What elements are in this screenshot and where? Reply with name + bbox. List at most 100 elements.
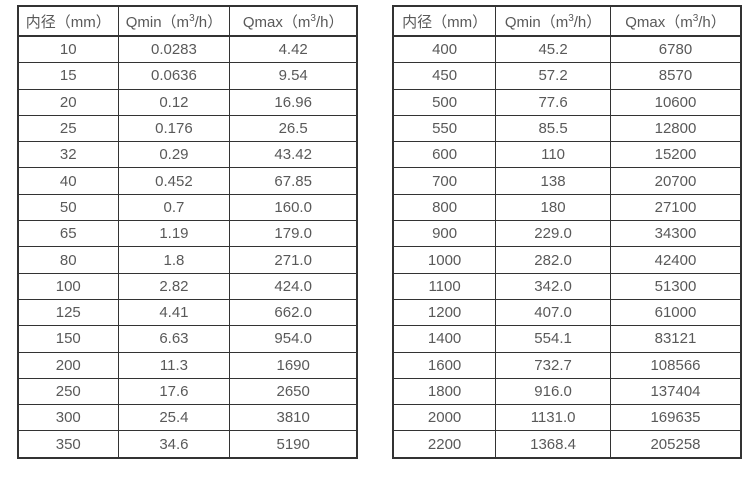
table-row: 400 45.2 6780	[392, 35, 742, 64]
table-cell: 350	[17, 430, 119, 459]
table-cell: 137404	[609, 377, 742, 406]
table-cell: 169635	[609, 404, 742, 432]
table-cell: 12800	[609, 114, 742, 143]
column-header: 内径（mm）	[17, 5, 119, 37]
table-cell: 0.452	[117, 167, 231, 195]
table-cell: 100	[17, 272, 119, 300]
table-cell: 250	[17, 377, 119, 406]
table-row: 800 180 27100	[392, 193, 742, 222]
table-cell: 342.0	[495, 272, 611, 300]
table-cell: 3810	[229, 404, 358, 432]
table-row: 80 1.8 271.0	[17, 246, 358, 274]
table-cell: 271.0	[229, 246, 358, 274]
table-cell: 2200	[392, 430, 497, 459]
table-body: 400 45.2 6780 450 57.2 8570 500 77.6 10600 550 85.…	[392, 35, 742, 459]
table-cell: 20700	[609, 167, 742, 195]
table-row: 15 0.0636 9.54	[17, 62, 358, 90]
table-cell: 424.0	[229, 272, 358, 300]
table-cell: 4.41	[117, 298, 231, 327]
table-cell: 50	[17, 193, 119, 222]
table-cell: 300	[17, 404, 119, 432]
header-row: 内径（mm） Qmin（m3/h） Qmax（m3/h）	[392, 5, 742, 37]
table-cell: 67.85	[229, 167, 358, 195]
table-row: 125 4.41 662.0	[17, 298, 358, 327]
table-row: 1800 916.0 137404	[392, 377, 742, 406]
table-cell: 32	[17, 141, 119, 169]
table-cell: 916.0	[495, 377, 611, 406]
table-cell: 51300	[609, 272, 742, 300]
column-header: Qmin（m3/h）	[117, 5, 231, 37]
table-cell: 45.2	[495, 35, 611, 64]
table-row: 65 1.19 179.0	[17, 220, 358, 248]
column-header: Qmax（m3/h）	[609, 5, 742, 37]
table-row: 2200 1368.4 205258	[392, 430, 742, 459]
table-row: 1600 732.7 108566	[392, 351, 742, 379]
table-row: 10 0.0283 4.42	[17, 35, 358, 64]
table-cell: 205258	[609, 430, 742, 459]
table-cell: 20	[17, 88, 119, 116]
table-cell: 229.0	[495, 220, 611, 248]
table-cell: 65	[17, 220, 119, 248]
table-row: 50 0.7 160.0	[17, 193, 358, 222]
table-cell: 1600	[392, 351, 497, 379]
header-row: 内径（mm） Qmin（m3/h） Qmax（m3/h）	[17, 5, 358, 37]
table-cell: 17.6	[117, 377, 231, 406]
table-cell: 125	[17, 298, 119, 327]
table-row: 700 138 20700	[392, 167, 742, 195]
table-cell: 80	[17, 246, 119, 274]
table-row: 40 0.452 67.85	[17, 167, 358, 195]
table-row: 250 17.6 2650	[17, 377, 358, 406]
table-cell: 40	[17, 167, 119, 195]
table-cell: 15	[17, 62, 119, 90]
table-row: 2000 1131.0 169635	[392, 404, 742, 432]
table-cell: 85.5	[495, 114, 611, 143]
flow-spec-table-large-diameters: 内径（mm） Qmin（m3/h） Qmax（m3/h） 400 45.2 6780 45…	[392, 5, 742, 459]
table-cell: 8570	[609, 62, 742, 90]
table-cell: 15200	[609, 141, 742, 169]
table-cell: 6.63	[117, 325, 231, 353]
column-header: 内径（mm）	[392, 5, 497, 37]
table-cell: 2.82	[117, 272, 231, 300]
table-cell: 1.8	[117, 246, 231, 274]
table-cell: 9.54	[229, 62, 358, 90]
table-cell: 1100	[392, 272, 497, 300]
table-row: 20 0.12 16.96	[17, 88, 358, 116]
table-cell: 77.6	[495, 88, 611, 116]
table-body: 10 0.0283 4.42 15 0.0636 9.54 20 0.12 16.96 25 0.1…	[17, 35, 358, 459]
table-cell: 25	[17, 114, 119, 143]
table-cell: 57.2	[495, 62, 611, 90]
table-cell: 43.42	[229, 141, 358, 169]
table-cell: 1690	[229, 351, 358, 379]
table-row: 450 57.2 8570	[392, 62, 742, 90]
table-cell: 26.5	[229, 114, 358, 143]
table-row: 32 0.29 43.42	[17, 141, 358, 169]
table-row: 200 11.3 1690	[17, 351, 358, 379]
table-row: 300 25.4 3810	[17, 404, 358, 432]
table-cell: 662.0	[229, 298, 358, 327]
table-row: 350 34.6 5190	[17, 430, 358, 459]
table-header: 内径（mm） Qmin（m3/h） Qmax（m3/h）	[17, 5, 358, 37]
table-header: 内径（mm） Qmin（m3/h） Qmax（m3/h）	[392, 5, 742, 37]
table-row: 500 77.6 10600	[392, 88, 742, 116]
table-row: 1400 554.1 83121	[392, 325, 742, 353]
table-row: 100 2.82 424.0	[17, 272, 358, 300]
table-cell: 800	[392, 193, 497, 222]
table-cell: 6780	[609, 35, 742, 64]
table-cell: 110	[495, 141, 611, 169]
table-cell: 282.0	[495, 246, 611, 274]
table-cell: 11.3	[117, 351, 231, 379]
table-cell: 34300	[609, 220, 742, 248]
table-cell: 27100	[609, 193, 742, 222]
tables-container: 内径（mm） Qmin（m3/h） Qmax（m3/h） 10 0.0283 4.42 1…	[17, 5, 742, 459]
table-cell: 1200	[392, 298, 497, 327]
table-cell: 1000	[392, 246, 497, 274]
table-row: 1000 282.0 42400	[392, 246, 742, 274]
table-cell: 1.19	[117, 220, 231, 248]
table-cell: 0.176	[117, 114, 231, 143]
table-row: 25 0.176 26.5	[17, 114, 358, 143]
table-cell: 1368.4	[495, 430, 611, 459]
table-cell: 954.0	[229, 325, 358, 353]
table-cell: 200	[17, 351, 119, 379]
table-cell: 0.7	[117, 193, 231, 222]
